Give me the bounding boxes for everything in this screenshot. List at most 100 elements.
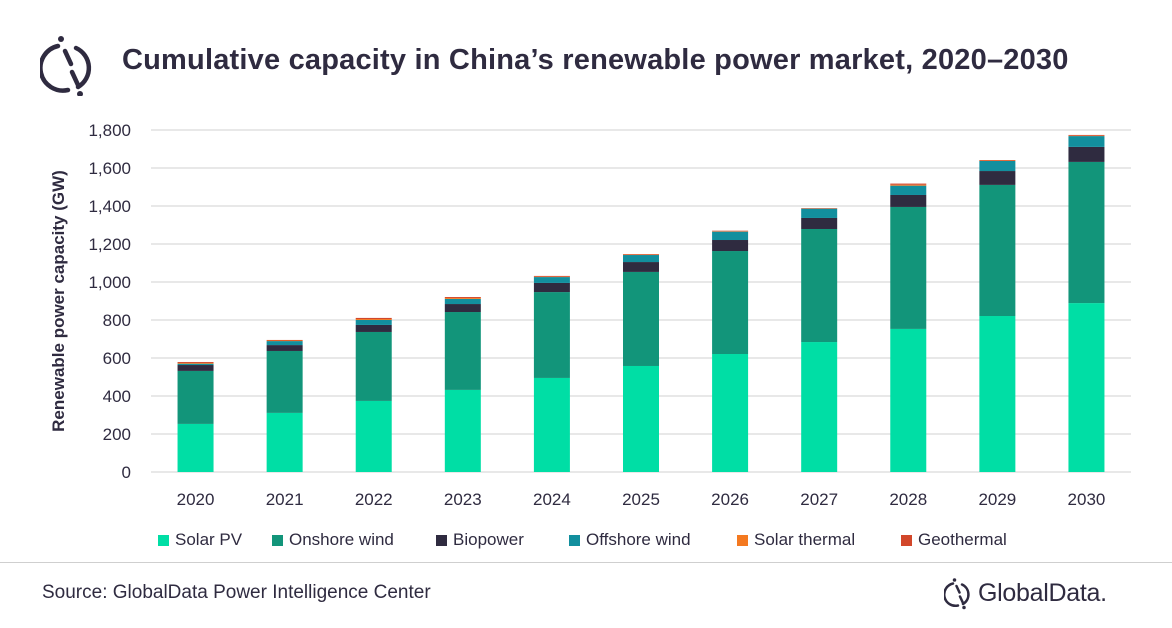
legend-swatch <box>569 534 580 546</box>
legend-swatch <box>436 534 447 546</box>
y-tick-label: 1,600 <box>88 159 131 178</box>
brand-name: GlobalData. <box>978 578 1107 607</box>
bar-segment-offshore-wind <box>623 255 659 263</box>
bar-segment-biopower <box>266 345 303 351</box>
chart-legend: Solar PV Onshore wind Biopower Offshore win… <box>0 530 1172 552</box>
bar-segment-onshore-wind <box>444 312 481 390</box>
x-tick-label: 2029 <box>978 490 1016 509</box>
bar-segment-onshore-wind <box>1068 161 1105 304</box>
legend-item: Biopower <box>436 530 524 550</box>
legend-swatch <box>737 534 748 546</box>
bar-segment-offshore-wind <box>533 277 570 283</box>
bar-segment-geothermal <box>1068 134 1105 136</box>
legend-label: Geothermal <box>918 530 1007 549</box>
bar-segment-onshore-wind <box>355 331 392 401</box>
bar-segment-solar-pv <box>890 328 927 472</box>
y-tick-label: 1,200 <box>88 235 131 254</box>
bar-segment-onshore-wind <box>266 350 303 413</box>
bar-segment-solar-pv <box>979 316 1016 472</box>
legend-label: Solar PV <box>175 530 243 549</box>
bar-segment-offshore-wind <box>266 341 303 346</box>
bar-segment-biopower <box>355 324 392 332</box>
bar-segment-onshore-wind <box>623 271 659 366</box>
legend-swatch <box>272 534 283 546</box>
bar-segment-geothermal <box>444 297 481 298</box>
bar-segment-solar-pv <box>355 400 392 472</box>
bar-segment-offshore-wind <box>712 231 749 241</box>
bar-segment-biopower <box>533 282 570 293</box>
bar-segment-biopower <box>801 217 838 229</box>
bar-segment-onshore-wind <box>890 206 927 329</box>
bar-segment-geothermal <box>623 254 659 255</box>
x-tick-label: 2020 <box>177 490 215 509</box>
chart-title: Cumulative capacity in China’s renewable… <box>122 44 1069 76</box>
bar-segment-solar-pv <box>444 389 481 472</box>
bar-segment-onshore-wind <box>533 292 570 378</box>
x-tick-label: 2030 <box>1068 490 1106 509</box>
legend-item: Onshore wind <box>272 530 394 550</box>
bar-segment-onshore-wind <box>712 251 749 355</box>
y-tick-label: 200 <box>103 425 131 444</box>
bar-segment-offshore-wind <box>355 320 392 325</box>
y-tick-label: 0 <box>122 463 131 482</box>
bar-segment-biopower <box>177 365 214 371</box>
bar-segment-onshore-wind <box>979 184 1016 317</box>
bar-segment-offshore-wind <box>979 160 1016 172</box>
bar-segment-offshore-wind <box>1068 136 1105 147</box>
bar-segment-biopower <box>712 240 749 252</box>
y-tick-label: 600 <box>103 349 131 368</box>
x-tick-label: 2028 <box>889 490 927 509</box>
bar-segment-offshore-wind <box>444 298 481 305</box>
bar-segment-solar-thermal <box>444 297 481 299</box>
y-tick-label: 1,800 <box>88 121 131 140</box>
bar-segment-offshore-wind <box>801 208 838 218</box>
bar-segment-biopower <box>623 262 659 272</box>
x-tick-label: 2025 <box>622 490 660 509</box>
bar-segment-solar-pv <box>712 354 749 472</box>
legend-label: Onshore wind <box>289 530 394 549</box>
legend-label: Solar thermal <box>754 530 856 549</box>
bar-segment-solar-pv <box>801 342 838 472</box>
x-tick-label: 2026 <box>711 490 749 509</box>
globaldata-logo-icon <box>38 34 96 101</box>
source-note: Source: GlobalData Power Intelligence Ce… <box>42 582 431 603</box>
bar-segment-offshore-wind <box>890 185 927 195</box>
y-tick-label: 800 <box>103 311 131 330</box>
bar-segment-geothermal <box>712 230 749 232</box>
legend-item: Solar PV <box>158 530 242 550</box>
bar-segment-biopower <box>979 171 1016 185</box>
bar-segment-geothermal <box>355 317 392 320</box>
bar-segment-geothermal <box>266 339 303 341</box>
bar-segment-geothermal <box>177 361 214 363</box>
bar-segment-geothermal <box>533 275 570 277</box>
bar-segment-onshore-wind <box>177 370 214 424</box>
bar-segment-solar-pv <box>533 377 570 472</box>
bar-segment-onshore-wind <box>801 228 838 343</box>
bar-segment-geothermal <box>890 183 927 185</box>
bar-segment-solar-thermal <box>890 184 927 186</box>
footer-divider <box>0 562 1172 563</box>
globaldata-mark-icon <box>944 578 970 610</box>
x-tick-label: 2021 <box>266 490 304 509</box>
legend-swatch <box>901 534 912 546</box>
bar-segment-solar-thermal <box>266 340 303 342</box>
bar-segment-solar-pv <box>177 423 214 472</box>
bar-segment-offshore-wind <box>177 363 214 366</box>
bar-segment-solar-pv <box>623 365 659 472</box>
x-tick-label: 2022 <box>355 490 393 509</box>
bar-segment-biopower <box>1068 146 1105 162</box>
brand-logo: GlobalData. <box>944 576 1107 610</box>
bar-segment-solar-thermal <box>177 362 214 364</box>
bar-segment-solar-pv <box>1068 303 1105 472</box>
x-tick-label: 2024 <box>533 490 571 509</box>
y-tick-label: 400 <box>103 387 131 406</box>
bar-segment-geothermal <box>979 160 1016 161</box>
legend-item: Solar thermal <box>737 530 855 550</box>
x-tick-label: 2027 <box>800 490 838 509</box>
bar-segment-solar-thermal <box>355 319 392 320</box>
legend-item: Geothermal <box>901 530 1007 550</box>
legend-label: Offshore wind <box>586 530 691 549</box>
bar-segment-biopower <box>444 304 481 313</box>
bar-segment-solar-pv <box>266 412 303 472</box>
